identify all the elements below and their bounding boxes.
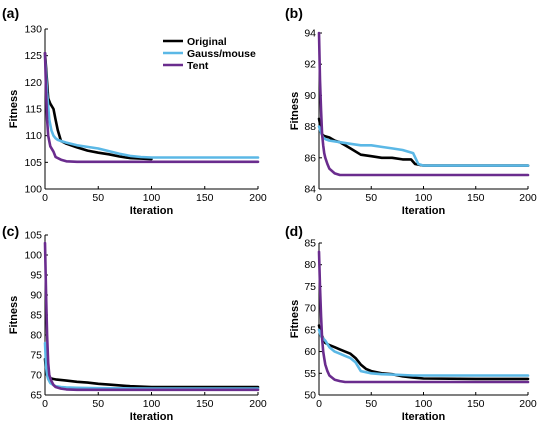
y-tick-label: 80 [30, 330, 42, 342]
legend-entry: Gauss/mouse [187, 48, 256, 60]
x-tick-label: 50 [92, 398, 104, 410]
y-tick-label: 86 [304, 152, 316, 164]
y-tick-label: 65 [30, 390, 42, 402]
x-axis-label: Iteration [130, 205, 174, 217]
x-tick-label: 200 [519, 398, 537, 410]
x-tick-label: 150 [467, 398, 485, 410]
panel-label: (a) [2, 5, 19, 21]
x-tick-label: 0 [316, 192, 322, 204]
x-tick-label: 200 [249, 192, 267, 204]
y-tick-label: 75 [30, 350, 42, 362]
x-tick-label: 100 [143, 192, 161, 204]
y-axis-label: Fitness [8, 90, 20, 129]
x-tick-label: 100 [143, 398, 161, 410]
y-tick-label: 110 [25, 130, 42, 142]
series-line-original [43, 357, 260, 389]
y-tick-label: 85 [304, 238, 316, 250]
y-tick-label: 100 [24, 250, 42, 262]
y-tick-label: 75 [304, 281, 316, 293]
y-axis-label: Fitness [289, 92, 301, 131]
y-tick-label: 130 [24, 24, 42, 36]
y-axis-label: Fitness [289, 300, 301, 339]
x-tick-label: 50 [365, 192, 377, 204]
y-tick-label: 90 [30, 290, 42, 302]
y-tick-label: 115 [25, 104, 42, 116]
y-tick-label: 88 [304, 121, 316, 133]
x-tick-label: 150 [196, 192, 214, 204]
x-axis-label: Iteration [130, 411, 174, 423]
series-line-tent [43, 51, 260, 164]
x-tick-label: 150 [196, 398, 214, 410]
y-tick-label: 50 [304, 390, 316, 402]
chart-panel-2: 0 50 100 150 200 84 86 88 90 92 94 Iteration Fitness… [285, 5, 537, 217]
y-tick-label: 90 [304, 90, 316, 102]
x-tick-label: 100 [415, 192, 433, 204]
panel-label: (b) [285, 5, 303, 21]
chart-panel-3: 0 50 100 150 200 65 70 75 80 85 90 95 100 105 Iteratio… [2, 223, 267, 423]
chart-panel-1: 0 50 100 150 200 100 105 110 115 120 125 130 Iterati… [2, 5, 267, 217]
y-tick-label: 92 [304, 59, 316, 71]
y-tick-label: 55 [304, 368, 316, 380]
y-axis-label: Fitness [8, 296, 20, 335]
y-tick-label: 60 [304, 346, 316, 358]
legend-entry: Original [187, 36, 227, 48]
series-line-tent [317, 31, 530, 177]
y-tick-label: 95 [30, 270, 42, 282]
y-tick-label: 80 [304, 259, 316, 271]
x-axis-label: Iteration [402, 205, 446, 217]
series-line-gauss-mouse [317, 125, 530, 167]
y-tick-label: 105 [24, 230, 42, 242]
series-line-original [317, 117, 530, 167]
y-tick-label: 120 [24, 77, 42, 89]
series-line-tent [317, 250, 530, 384]
series-line-original [317, 324, 530, 381]
y-tick-label: 94 [304, 28, 316, 40]
series-line-gauss-mouse [317, 328, 530, 377]
x-tick-label: 150 [467, 192, 485, 204]
y-tick-label: 70 [304, 303, 316, 315]
x-tick-label: 0 [42, 398, 48, 410]
y-tick-label: 85 [30, 310, 42, 322]
x-tick-label: 0 [316, 398, 322, 410]
x-tick-label: 50 [365, 398, 377, 410]
panel-label: (d) [285, 223, 303, 239]
y-tick-label: 105 [24, 157, 42, 169]
x-tick-label: 0 [42, 192, 48, 204]
y-tick-label: 70 [30, 370, 42, 382]
y-tick-label: 65 [304, 324, 316, 336]
x-tick-label: 50 [92, 192, 104, 204]
x-tick-label: 200 [519, 192, 537, 204]
series-line-original [43, 51, 153, 161]
x-tick-label: 100 [415, 398, 433, 410]
panel-label: (c) [2, 223, 19, 239]
y-tick-label: 125 [24, 50, 42, 62]
y-tick-label: 100 [24, 184, 42, 196]
series-line-gauss-mouse [43, 54, 260, 159]
chart-panel-4: 0 50 100 150 2005055606570758085IterationFit… [285, 223, 537, 423]
y-tick-label: 84 [304, 184, 316, 196]
legend-entry: Tent [187, 60, 209, 72]
series-line-tent [43, 241, 260, 392]
x-tick-label: 200 [249, 398, 267, 410]
x-axis-label: Iteration [402, 411, 446, 423]
